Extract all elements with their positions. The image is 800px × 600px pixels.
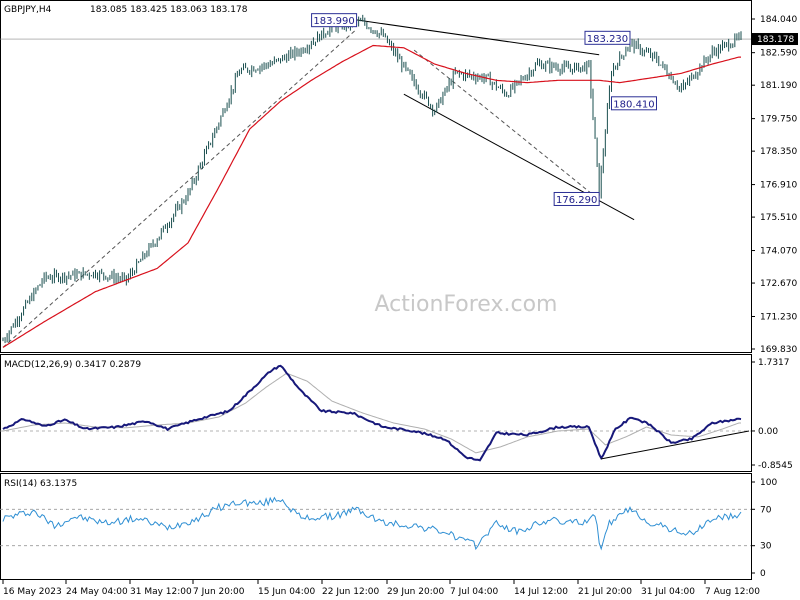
macd-panel-title: MACD(12,26,9) 0.3417 0.2879	[4, 360, 141, 370]
price-tick-label: 182.590	[760, 49, 797, 59]
price-tick-label: 179.750	[760, 115, 797, 125]
time-tick-label: 14 Jul 12:00	[514, 587, 568, 597]
price-label-183.230: 183.230	[584, 30, 631, 45]
rsi-tick-label: 100	[760, 478, 777, 488]
macd-tick-label: -0.8545	[758, 461, 793, 471]
price-tick-label: 174.070	[760, 247, 797, 257]
trendline-1	[356, 19, 600, 56]
rsi-tick-label: 30	[760, 542, 772, 552]
annotation-layer: 183.990 183.230 180.410 176.290	[311, 13, 657, 206]
price-tick-label: 178.350	[760, 147, 797, 157]
rsi-tick-label: 70	[760, 505, 772, 515]
rsi-line	[2, 496, 742, 551]
current-price-tag	[752, 33, 798, 46]
time-tick-label: 22 Jun 12:00	[322, 587, 379, 597]
rsi-layer	[0, 496, 751, 551]
rsi-axis: 100 70 30 0	[751, 478, 777, 579]
time-tick-label: 29 Jun 20:00	[387, 587, 444, 597]
price-tick-label: 169.830	[760, 345, 797, 355]
time-tick-label: 24 May 04:00	[66, 587, 128, 597]
svg-text:183.990: 183.990	[313, 16, 354, 27]
time-tick-label: 31 May 12:00	[130, 587, 192, 597]
time-tick-label: 31 Jul 04:00	[641, 587, 695, 597]
time-tick-label: 15 Jun 04:00	[258, 587, 315, 597]
time-tick-label: 7 Aug 12:00	[705, 587, 760, 597]
time-tick-label: 21 Jul 20:00	[578, 587, 632, 597]
macd-tick-label: 0.00	[758, 427, 778, 437]
price-tick-label: 175.510	[760, 213, 797, 223]
rsi-panel-title: RSI(14) 63.1375	[4, 479, 77, 489]
moving-average-layer	[2, 44, 741, 348]
price-label-180.410: 180.410	[610, 96, 657, 111]
price-tick-label: 176.910	[760, 181, 797, 191]
price-tick-label: 181.190	[760, 81, 797, 91]
time-axis: 16 May 2023 24 May 04:00 31 May 12:00 7 Jun…	[2, 580, 760, 597]
price-tick-label: 172.670	[760, 279, 797, 289]
time-tick-label: 7 Jun 20:00	[193, 587, 245, 597]
macd-axis: 1.7317 0.00 -0.8545	[751, 358, 793, 471]
panel-frames	[0, 0, 752, 580]
trendline-4	[413, 49, 596, 197]
watermark: ActionForex.com	[375, 292, 558, 317]
svg-text:180.410: 180.410	[613, 99, 654, 110]
rsi-tick-label: 0	[760, 569, 766, 579]
price-axis: 184.040 182.590 181.190 179.750 178.350 176.9…	[751, 15, 798, 355]
current-price-label: 183.178	[757, 35, 794, 45]
price-ohlc-info: 183.085 183.425 183.063 183.178	[90, 5, 248, 15]
time-tick-label: 16 May 2023	[3, 587, 62, 597]
svg-text:183.230: 183.230	[587, 34, 628, 45]
macd-line	[2, 364, 742, 462]
macd-signal-line	[2, 372, 741, 454]
macd-trendline	[601, 430, 750, 460]
trendline-3	[2, 28, 357, 348]
price-label-176.290: 176.290	[553, 191, 600, 206]
macd-layer	[0, 364, 751, 462]
price-tick-label: 184.040	[760, 15, 797, 25]
price-tick-label: 171.230	[760, 312, 797, 322]
moving-average-line	[2, 44, 741, 348]
price-label-183.990: 183.990	[311, 13, 358, 28]
macd-tick-label: 1.7317	[758, 358, 790, 368]
price-chart-title: GBPJPY,H4	[4, 5, 52, 15]
svg-text:176.290: 176.290	[556, 195, 597, 206]
time-tick-label: 7 Jul 04:00	[450, 587, 499, 597]
